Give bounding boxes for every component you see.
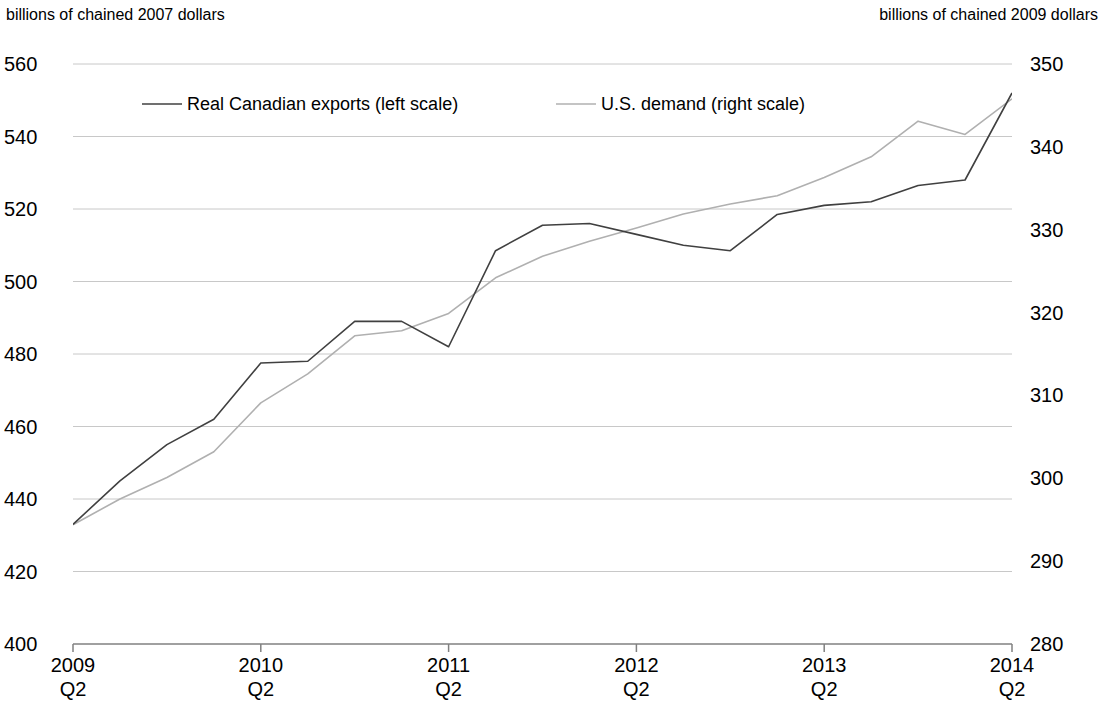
x-tick-label: 2012Q2 (614, 654, 659, 700)
grid-line (73, 426, 1012, 427)
x-tick-label-part: Q2 (247, 678, 274, 700)
y-axis-title: billions of chained 2007 dollars (6, 6, 225, 23)
grid-line (73, 136, 1012, 137)
x-tick-label-part: 2013 (802, 654, 847, 676)
x-tick-label-part: Q2 (811, 678, 838, 700)
x-tick-label: 2014Q2 (990, 654, 1035, 700)
plot-area (73, 93, 1012, 525)
y2-tick-label: 340 (1030, 136, 1063, 158)
y2-tick-label: 300 (1030, 467, 1063, 489)
chart: billions of chained 2007 dollars billions… (0, 0, 1102, 723)
grid-line (73, 499, 1012, 500)
x-tick-label: 2013Q2 (802, 654, 847, 700)
x-tick-label-part: 2011 (427, 654, 470, 676)
y2-tick-label: 280 (1030, 633, 1063, 655)
y-tick-label: 400 (4, 633, 37, 655)
legend-label: Real Canadian exports (left scale) (187, 94, 458, 114)
x-tick (1011, 644, 1013, 652)
grid-line (73, 354, 1012, 355)
legend-label: U.S. demand (right scale) (601, 94, 805, 114)
y2-tick-label: 290 (1030, 550, 1063, 572)
x-tick (823, 644, 825, 652)
x-tick-label-part: Q2 (435, 678, 462, 700)
y-tick-label: 480 (4, 343, 37, 365)
y-tick-label: 520 (4, 198, 37, 220)
x-tick-label-part: Q2 (999, 678, 1026, 700)
y2-tick-label: 350 (1030, 53, 1063, 75)
y-tick-label: 500 (4, 271, 37, 293)
grid-line (73, 209, 1012, 210)
x-tick (260, 644, 262, 652)
legend-swatch (142, 103, 182, 105)
x-tick-label-part: Q2 (60, 678, 87, 700)
y-tick-label: 560 (4, 53, 37, 75)
x-tick-label-part: 2009 (51, 654, 96, 676)
y-tick-label: 540 (4, 126, 37, 148)
grid-line (73, 64, 1012, 65)
x-tick-label-part: 2012 (614, 654, 659, 676)
x-tick-label: 2010Q2 (239, 654, 284, 700)
x-tick-label-part: Q2 (623, 678, 650, 700)
y-tick-label: 420 (4, 561, 37, 583)
grid-line (73, 281, 1012, 282)
x-tick-label: 2009Q2 (51, 654, 96, 700)
x-tick (72, 644, 74, 652)
y2-axis-title: billions of chained 2009 dollars (879, 6, 1098, 23)
x-tick (448, 644, 450, 652)
series-line (73, 99, 1012, 525)
y2-tick-label: 330 (1030, 219, 1063, 241)
y2-tick-label: 310 (1030, 384, 1063, 406)
y2-tick-label: 320 (1030, 302, 1063, 324)
legend-swatch (556, 103, 596, 105)
y-tick-label: 460 (4, 416, 37, 438)
grid-line (73, 571, 1012, 572)
y-tick-label: 440 (4, 488, 37, 510)
x-axis-line (73, 643, 1012, 645)
x-tick-label: 2011Q2 (427, 654, 470, 700)
series-line (73, 93, 1012, 524)
x-tick (636, 644, 638, 652)
x-tick-label-part: 2014 (990, 654, 1035, 676)
x-tick-label-part: 2010 (239, 654, 284, 676)
